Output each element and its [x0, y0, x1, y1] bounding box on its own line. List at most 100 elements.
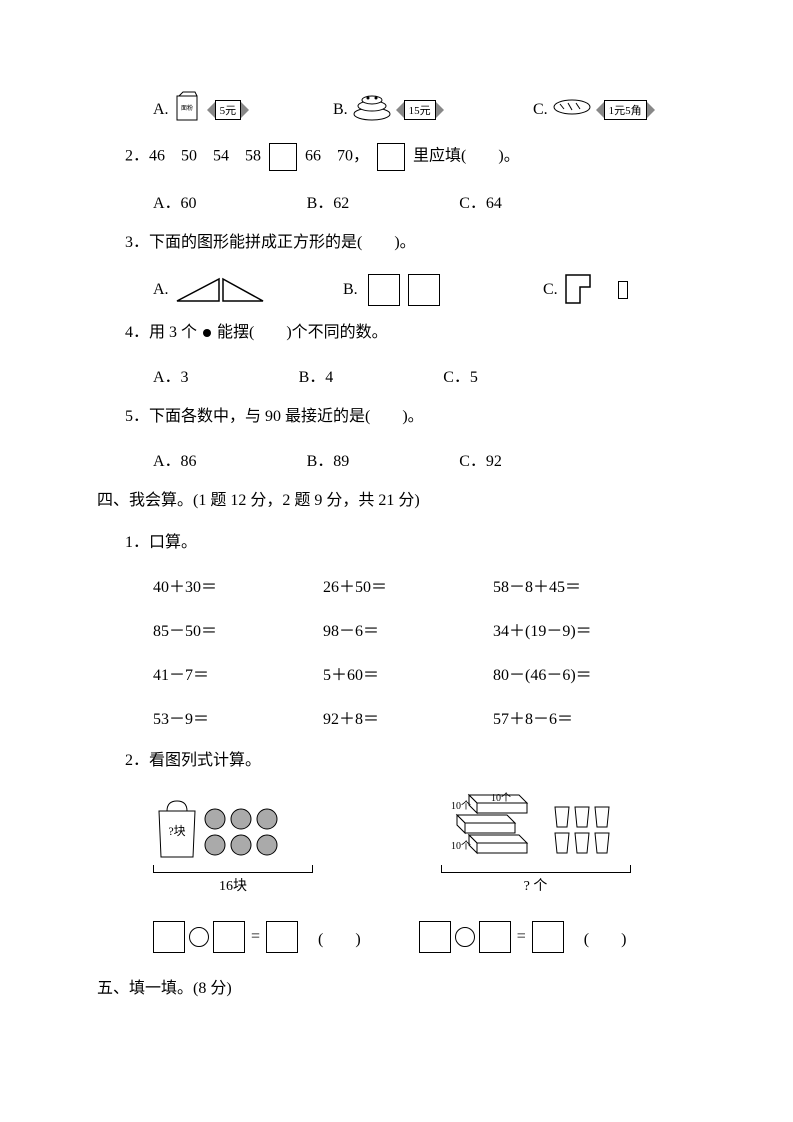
fbox	[532, 921, 564, 953]
calc-3-1: 92＋8＝	[323, 705, 493, 729]
flour-bag-icon: 面粉	[173, 90, 203, 129]
section5-title: 五、填一填。(8 分)	[97, 977, 698, 1001]
q4-before: 4．用 3 个	[125, 324, 197, 341]
price-tag-a: 5元	[207, 100, 250, 120]
cups-icon	[551, 801, 631, 861]
q4-c: C．5	[443, 363, 478, 387]
boxes-icon: 10个 10个 10个	[441, 791, 551, 861]
section4-sub1: 1．口算。	[125, 531, 698, 555]
q2-mid: 66 70，	[305, 148, 369, 165]
blank-box-1	[269, 143, 297, 171]
calc-row-0: 40＋30＝ 26＋50＝ 58－8＋45＝	[153, 573, 698, 597]
calc-2-1: 5＋60＝	[323, 661, 493, 685]
q5-opts: A．86 B．89 C．92	[125, 447, 698, 471]
q2-before: 2．46 50 54 58	[125, 148, 261, 165]
q1-opt-c: C. 1元5角	[533, 97, 655, 122]
fbox	[213, 921, 245, 953]
q3-opt-c: C.	[543, 273, 628, 307]
blank-box-2	[377, 143, 405, 171]
problem-2: 10个 10个 10个 ? 个	[441, 791, 699, 895]
q4-after: 能摆( )个不同的数。	[217, 324, 388, 341]
q3-shapes: A. B. C.	[125, 273, 698, 307]
q5-text: 5．下面各数中，与 90 最接近的是( )。	[125, 405, 698, 429]
q2-opts: A．60 B．62 C．64	[125, 189, 698, 213]
q3-c-label: C.	[543, 281, 558, 299]
svg-text:?块: ?块	[168, 824, 185, 838]
svg-text:10个: 10个	[451, 800, 471, 812]
q3-opt-a: A.	[153, 275, 343, 305]
fcircle	[189, 927, 209, 947]
q4-opts: A．3 B．4 C．5	[125, 363, 698, 387]
q3-opt-b: B.	[343, 274, 543, 306]
calc-0-2: 58－8＋45＝	[493, 573, 693, 597]
label-a: A.	[153, 101, 169, 119]
total-1: 16块	[153, 875, 313, 895]
q2-text: 2．46 50 54 58 66 70， 里应填( )。	[125, 143, 698, 171]
q2-c: C．64	[459, 189, 502, 213]
svg-text:10个: 10个	[451, 840, 471, 852]
q5-c: C．92	[459, 447, 502, 471]
calc-0-0: 40＋30＝	[153, 573, 323, 597]
calc-1-2: 34＋(19－9)＝	[493, 617, 693, 641]
picture-problems: ?块 16块 10个 10个 10个	[125, 791, 698, 895]
section4-sub2: 2．看图列式计算。	[125, 749, 698, 773]
cake-icon	[352, 92, 392, 127]
fbox	[479, 921, 511, 953]
calc-grid: 40＋30＝ 26＋50＝ 58－8＋45＝ 85－50＝ 98－6＝ 34＋(…	[125, 573, 698, 729]
calc-1-1: 98－6＝	[323, 617, 493, 641]
shape-l-icon	[564, 273, 600, 307]
total-2: ? 个	[441, 875, 631, 895]
calc-3-2: 57＋8－6＝	[493, 705, 693, 729]
calc-2-0: 41－7＝	[153, 661, 323, 685]
q3-b-label: B.	[343, 281, 358, 299]
q5-a: A．86	[153, 447, 197, 471]
q4-text: 4．用 3 个 能摆( )个不同的数。	[125, 321, 698, 345]
q3-text: 3．下面的图形能拼成正方形的是( )。	[125, 231, 698, 255]
label-b: B.	[333, 101, 348, 119]
fbox	[266, 921, 298, 953]
formula-2: = ( )	[391, 921, 627, 953]
q4-a: A．3	[153, 363, 189, 387]
price-tag-b: 15元	[396, 100, 444, 120]
q1-opt-b: B. 15元	[333, 92, 533, 127]
dot-icon	[203, 329, 211, 337]
q3-a-label: A.	[153, 281, 169, 299]
square-2	[408, 274, 440, 306]
q5-b: B．89	[307, 447, 350, 471]
svg-text:面粉: 面粉	[181, 104, 193, 112]
square-1	[368, 274, 400, 306]
bread-icon	[552, 97, 592, 122]
triangles-icon	[175, 275, 265, 305]
label-c: C.	[533, 101, 548, 119]
problem-1: ?块 16块	[153, 791, 411, 895]
q1-options: A. 面粉 5元 B. 15元 C. 1元5角	[125, 90, 698, 129]
cookies-icon	[201, 807, 311, 861]
q1-opt-a: A. 面粉 5元	[153, 90, 333, 129]
calc-row-1: 85－50＝ 98－6＝ 34＋(19－9)＝	[153, 617, 698, 641]
bracket-1	[153, 865, 313, 873]
calc-3-0: 53－9＝	[153, 705, 323, 729]
formula-1: = ( )	[125, 921, 361, 953]
paren: ( )	[584, 925, 627, 949]
fcircle	[455, 927, 475, 947]
calc-0-1: 26＋50＝	[323, 573, 493, 597]
paren: ( )	[318, 925, 361, 949]
q2-a: A．60	[153, 189, 197, 213]
q2-b: B．62	[307, 189, 350, 213]
q2-after: 里应填( )。	[413, 148, 520, 165]
price-tag-c: 1元5角	[596, 100, 655, 120]
calc-row-3: 53－9＝ 92＋8＝ 57＋8－6＝	[153, 705, 698, 729]
q4-b: B．4	[299, 363, 334, 387]
calc-2-2: 80－(46－6)＝	[493, 661, 693, 685]
equals: =	[251, 928, 260, 946]
fbox	[153, 921, 185, 953]
calc-1-0: 85－50＝	[153, 617, 323, 641]
small-rect	[618, 281, 628, 299]
calc-row-2: 41－7＝ 5＋60＝ 80－(46－6)＝	[153, 661, 698, 685]
svg-text:10个: 10个	[491, 792, 511, 804]
section4-title: 四、我会算。(1 题 12 分，2 题 9 分，共 21 分)	[97, 489, 698, 513]
bracket-2	[441, 865, 631, 873]
bag-unknown-icon: ?块	[153, 797, 201, 861]
fbox	[419, 921, 451, 953]
equals: =	[517, 928, 526, 946]
